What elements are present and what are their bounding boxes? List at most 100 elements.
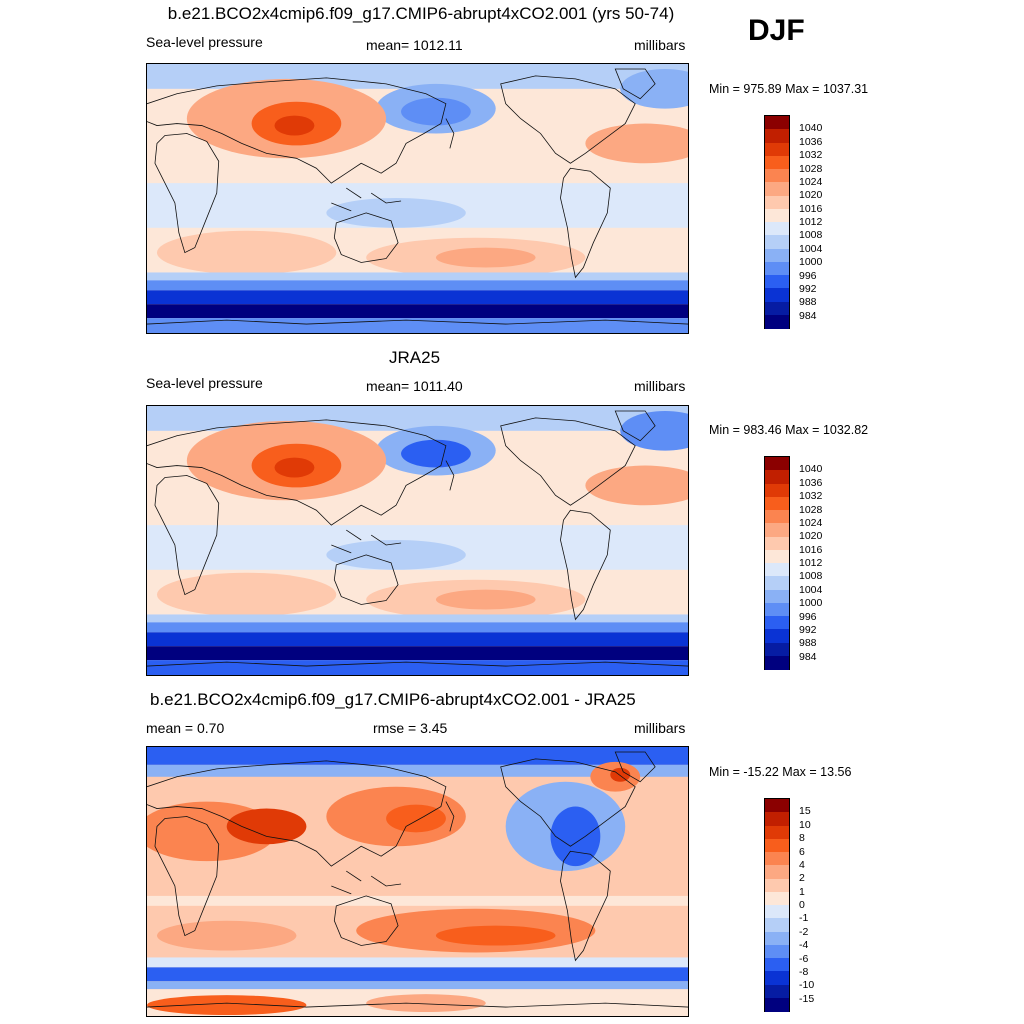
contour-region [326, 540, 466, 570]
contour-region [585, 123, 688, 164]
colorbar-tick-label: 1032 [799, 490, 823, 503]
colorbar-tick-label: 15 [799, 805, 811, 818]
colorbar-tick-label: 1040 [799, 122, 823, 135]
colorbar-box [765, 576, 789, 590]
contour-band [147, 272, 688, 283]
colorbar-tick-label: 1028 [799, 162, 823, 175]
colorbar-tick-label: 1008 [799, 229, 823, 242]
colorbar-tick-label: 1024 [799, 516, 823, 529]
contour-band [147, 981, 688, 990]
colorbar-box [765, 891, 789, 906]
contour-band [147, 957, 688, 968]
colorbar-tick-label: 1016 [799, 543, 823, 556]
panel3-units-label: millibars [634, 720, 686, 736]
contour-region [550, 806, 601, 867]
colorbar-tick-label: 6 [799, 845, 805, 858]
panel1-map [146, 63, 689, 334]
colorbar-tick-label: 1012 [799, 216, 823, 228]
contour-region [620, 68, 688, 109]
coastlines [147, 751, 688, 1008]
panel1-mean-label: mean= 1012.11 [366, 37, 463, 53]
colorbar-box [765, 918, 789, 932]
contour-region [401, 97, 471, 126]
colorbar-box [765, 812, 789, 826]
panel3-rmse-label: rmse = 3.45 [373, 720, 448, 736]
colorbar-tick-label: 988 [799, 637, 817, 650]
contour-band [147, 764, 688, 777]
colorbar-box [765, 155, 789, 170]
colorbar-box [765, 563, 789, 577]
colorbar-tick-label: 1008 [799, 570, 823, 583]
panel2-minmax: Min = 983.46 Max = 1032.82 [709, 423, 869, 437]
colorbar-box [765, 958, 789, 972]
contour-region [435, 925, 556, 946]
panel3-map [146, 746, 689, 1017]
panel2-map [146, 405, 689, 676]
contour-region [610, 767, 631, 782]
contour-region [147, 995, 307, 1016]
colorbar-box [765, 825, 789, 840]
contour-region [620, 410, 688, 451]
contour-band [147, 280, 688, 291]
colorbar-box [765, 997, 789, 1012]
colorbar-tick-label: 8 [799, 832, 805, 845]
colorbar-box [765, 314, 789, 329]
season-label: DJF [748, 14, 805, 47]
colorbar-box [765, 971, 789, 985]
colorbar-box [765, 208, 789, 223]
contour-region [435, 247, 536, 268]
panel3-minmax: Min = -15.22 Max = 13.56 [709, 765, 852, 779]
colorbar-box [765, 905, 789, 919]
colorbar-box [765, 116, 789, 130]
colorbar-box [765, 301, 789, 316]
contour-band [147, 646, 688, 661]
colorbar-box [765, 288, 789, 302]
colorbar-box [765, 536, 789, 551]
colorbar-tick-label: 1024 [799, 175, 823, 188]
colorbar-box [765, 629, 789, 643]
colorbar-tick-label: -15 [799, 992, 815, 1005]
contour-band [147, 632, 688, 647]
colorbar-tick-label: -4 [799, 939, 809, 952]
panel1-variable-label: Sea-level pressure [146, 34, 263, 50]
colorbar-box [765, 523, 789, 537]
colorbar-tick-label: -8 [799, 965, 809, 978]
colorbar-tick-label: 1036 [799, 476, 823, 489]
colorbar-box [765, 865, 789, 879]
contour-band [147, 304, 688, 319]
colorbar-tick-label: -1 [799, 912, 809, 925]
colorbar-box [765, 852, 789, 866]
colorbar-tick-label: 984 [799, 650, 817, 663]
colorbar-tick-label: 1004 [799, 242, 823, 255]
colorbar-tick-label: 984 [799, 309, 817, 322]
contour-region [435, 589, 536, 610]
panel2-mean-label: mean= 1011.40 [366, 378, 463, 394]
contour-region [401, 439, 471, 468]
colorbar-tick-label: 1028 [799, 503, 823, 516]
contour-region [226, 808, 307, 845]
contour-band [147, 622, 688, 633]
colorbar-tick-label: 1032 [799, 149, 823, 162]
panel3-title: b.e21.BCO2x4cmip6.f09_g17.CMIP6-abrupt4x… [150, 690, 636, 709]
colorbar-box [765, 589, 789, 604]
contour-region [326, 198, 466, 228]
colorbar-box [765, 549, 789, 564]
colorbar-box [765, 235, 789, 249]
colorbar-box [765, 169, 789, 183]
colorbar-box [765, 655, 789, 670]
colorbar-box [765, 142, 789, 157]
colorbar-box [765, 799, 789, 813]
colorbar-tick-label: 1016 [799, 202, 823, 215]
colorbar-tick-label: 996 [799, 269, 817, 282]
colorbar-tick-label: 988 [799, 296, 817, 309]
colorbar-box [765, 616, 789, 630]
colorbar-box [765, 195, 789, 210]
colorbar-tick-label: 1012 [799, 557, 823, 569]
colorbar-box [765, 275, 789, 289]
colorbar-box [765, 642, 789, 657]
colorbar-box [765, 838, 789, 853]
coastlines [147, 68, 688, 325]
contour-region [156, 572, 337, 617]
colorbar-tick-label: 1000 [799, 597, 823, 610]
colorbar-box [765, 248, 789, 263]
